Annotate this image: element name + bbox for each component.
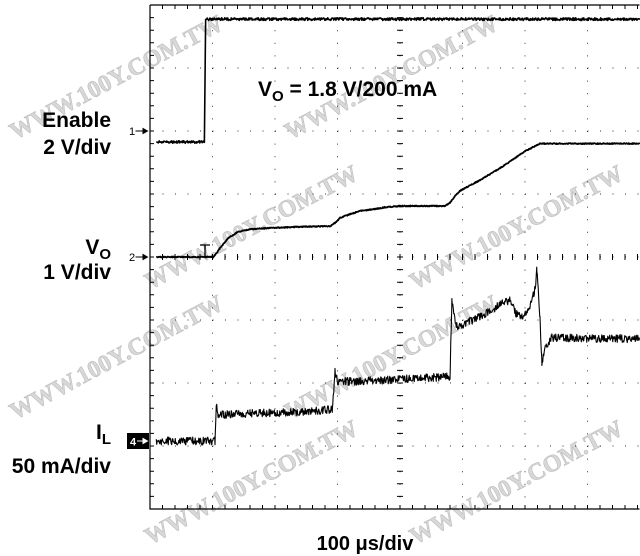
time-scale-label: 100 μs/div — [316, 533, 414, 555]
trace-channel-2 — [155, 142, 640, 259]
channel-4-name-main: I — [95, 421, 102, 444]
channel-2-marker: 2 — [129, 252, 149, 264]
channel-1-marker-number: 1 — [129, 126, 135, 138]
channel-4-arrow-icon — [137, 437, 149, 445]
channel-2-scale: 1 V/div — [43, 261, 111, 284]
channel-2-name-sub: O — [99, 246, 111, 263]
watermark-text: WWW.100Y.COM.TW — [6, 291, 228, 426]
trigger-marker-icon — [200, 244, 210, 256]
channel-4-marker: 4 — [127, 433, 149, 449]
channel-4-name: IL — [0, 421, 111, 447]
trace-channel-4 — [155, 266, 640, 446]
annotation-sub: O — [272, 88, 284, 105]
channel-1-marker: 1 — [129, 126, 149, 138]
watermark-text: WWW.100Y.COM.TW — [406, 161, 628, 296]
annotation: VO = 1.8 V/200 mA — [258, 78, 438, 104]
channel-4-marker-number: 4 — [130, 437, 137, 449]
channel-1-name: Enable — [42, 109, 111, 132]
annotation-main: V — [258, 78, 273, 101]
channel-4-name-sub: L — [101, 431, 111, 448]
channel-2-name-main: V — [85, 236, 100, 259]
watermark-text: WWW.100Y.COM.TW — [141, 416, 363, 551]
waveform-traces — [155, 17, 640, 446]
annotation-text: = 1.8 V/200 mA — [283, 78, 438, 101]
graticule-border — [149, 4, 640, 510]
channel-1-scale: 2 V/div — [43, 136, 111, 159]
channel-4-scale: 50 mA/div — [11, 455, 111, 478]
watermark-text: WWW.100Y.COM.TW — [406, 416, 628, 551]
channel-1-arrow-icon — [135, 127, 149, 135]
channel-2-marker-number: 2 — [129, 252, 135, 264]
trace-channel-1 — [155, 17, 640, 145]
watermark-text: WWW.100Y.COM.TW — [281, 291, 503, 426]
channel-2-name: VO — [0, 236, 111, 262]
channel-2-arrow-icon — [135, 253, 149, 261]
